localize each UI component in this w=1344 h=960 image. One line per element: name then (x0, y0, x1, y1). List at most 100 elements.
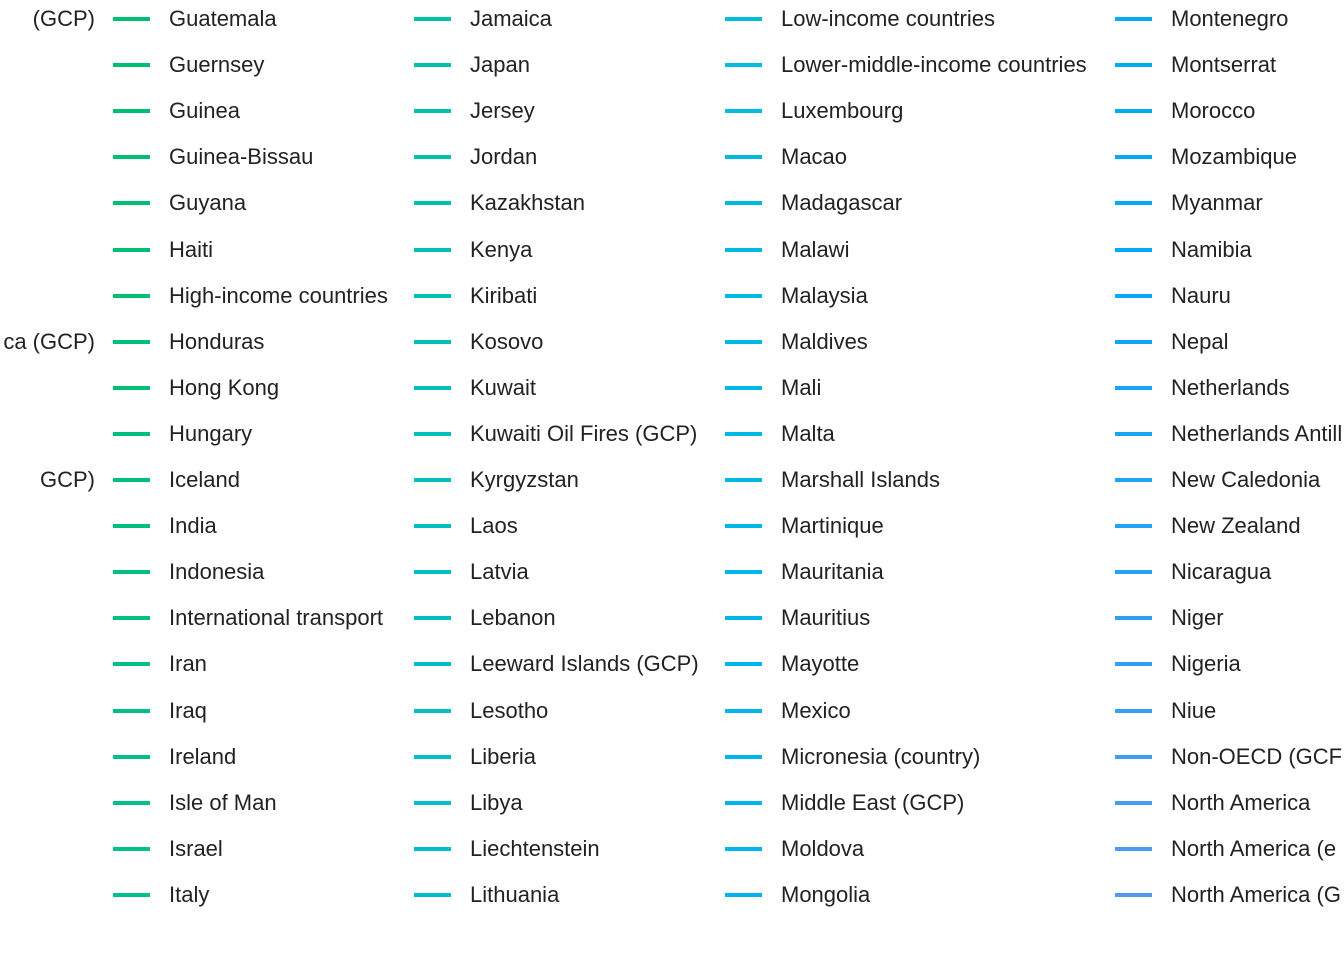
legend-label: Ireland (169, 743, 237, 769)
legend-entry[interactable]: GCP) (0, 465, 95, 495)
legend-swatch (1115, 201, 1152, 206)
legend-swatch (113, 293, 150, 298)
legend-label: Mongolia (781, 881, 871, 907)
legend-swatch (1115, 431, 1152, 436)
legend-swatch (113, 570, 150, 575)
legend-label: Niue (1171, 697, 1217, 723)
legend-swatch (725, 892, 762, 897)
legend-label: Kuwait (470, 374, 537, 400)
legend-swatch (725, 478, 762, 482)
legend-label: Isle of Man (169, 789, 277, 815)
legend-swatch (725, 293, 762, 298)
legend-swatch (1115, 616, 1152, 621)
legend-label: Netherlands (1171, 374, 1290, 400)
legend-swatch (725, 385, 762, 390)
legend-label: Maldives (781, 328, 868, 354)
legend-label: Low-income countries (781, 6, 995, 31)
legend-label: Nauru (1171, 282, 1231, 308)
legend-label: Malta (781, 420, 835, 446)
legend-label: Liechtenstein (470, 835, 600, 861)
legend-label: Namibia (1171, 236, 1252, 262)
legend-label: Mali (781, 374, 822, 400)
legend-label: Montenegro (1171, 6, 1289, 31)
legend-label: North America (e (1171, 835, 1337, 861)
legend-swatch (725, 431, 762, 436)
legend-swatch (414, 754, 451, 759)
legend-label: Hungary (169, 420, 253, 446)
legend-swatch (1115, 63, 1152, 68)
legend-swatch (1115, 109, 1152, 114)
legend-label: Netherlands Antill (1171, 420, 1343, 446)
legend-swatch (414, 524, 451, 529)
legend-label: Jamaica (470, 6, 552, 31)
legend-swatch (113, 431, 150, 436)
legend-swatch (725, 570, 762, 575)
legend-label: Montserrat (1171, 52, 1277, 78)
legend-entry[interactable]: (GCP) (0, 4, 95, 34)
legend-label: Honduras (169, 328, 265, 354)
legend-label: (GCP) (32, 6, 95, 31)
legend-label: Kyrgyzstan (470, 467, 579, 492)
legend-swatch (113, 201, 150, 206)
legend-label: Mexico (781, 697, 851, 723)
legend-swatch (1115, 570, 1152, 575)
legend-swatch (414, 570, 451, 575)
legend-swatch (725, 708, 762, 713)
legend-swatch (414, 800, 451, 805)
legend-swatch (1115, 293, 1152, 298)
legend-label: Guatemala (169, 6, 277, 31)
legend-label: Guinea (169, 98, 240, 124)
legend-label: Lithuania (470, 881, 560, 907)
legend-swatch (725, 155, 762, 160)
legend-swatch (414, 892, 451, 897)
legend-label: Madagascar (781, 190, 903, 216)
legend-swatch (414, 247, 451, 252)
legend-label: Kuwaiti Oil Fires (GCP) (470, 420, 698, 446)
legend-swatch (1115, 247, 1152, 252)
legend-label: Kiribati (470, 282, 538, 308)
legend-swatch (725, 662, 762, 667)
legend-label: Japan (470, 52, 530, 78)
legend-label: Luxembourg (781, 98, 904, 124)
legend-swatch (113, 63, 150, 68)
legend-label: Nigeria (1171, 651, 1241, 677)
legend-label: Morocco (1171, 98, 1256, 124)
legend-swatch (414, 155, 451, 160)
legend-label: Libya (470, 789, 523, 815)
legend-swatch (725, 846, 762, 851)
legend-swatch (1115, 17, 1152, 21)
legend-label: Latvia (470, 559, 529, 585)
legend-swatch (725, 754, 762, 759)
legend-swatch (113, 708, 150, 713)
legend-swatch (113, 846, 150, 851)
legend-swatch (725, 109, 762, 114)
legend-swatch (1115, 524, 1152, 529)
legend-label: Macao (781, 144, 848, 170)
legend-label: Laos (470, 513, 518, 539)
legend-swatch (1115, 385, 1152, 390)
legend-swatch (414, 17, 451, 21)
legend-entry[interactable]: ca (GCP) (0, 327, 95, 357)
legend-swatch (725, 800, 762, 805)
legend-swatch (414, 385, 451, 390)
legend-swatch (725, 339, 762, 344)
legend-column-1: (GCP) ca (GCP) GCP) (0, 0, 95, 960)
legend-swatch (113, 385, 150, 390)
legend-label: Mauritius (781, 605, 871, 631)
legend-swatch (113, 892, 150, 897)
legend-swatch (1115, 892, 1152, 897)
legend-label: Iran (169, 651, 207, 677)
legend-swatch (113, 478, 150, 482)
legend-swatch (1115, 708, 1152, 713)
legend-swatch (725, 201, 762, 206)
legend-label: Israel (169, 835, 223, 861)
legend-swatch (414, 478, 451, 482)
legend-label: Jordan (470, 144, 538, 170)
legend-swatch (113, 247, 150, 252)
legend-swatch (414, 109, 451, 114)
legend-swatch (414, 339, 451, 344)
legend-swatch (113, 109, 150, 114)
legend-label: Malaysia (781, 282, 868, 308)
legend-label: India (169, 513, 217, 539)
legend-swatch (113, 616, 150, 621)
